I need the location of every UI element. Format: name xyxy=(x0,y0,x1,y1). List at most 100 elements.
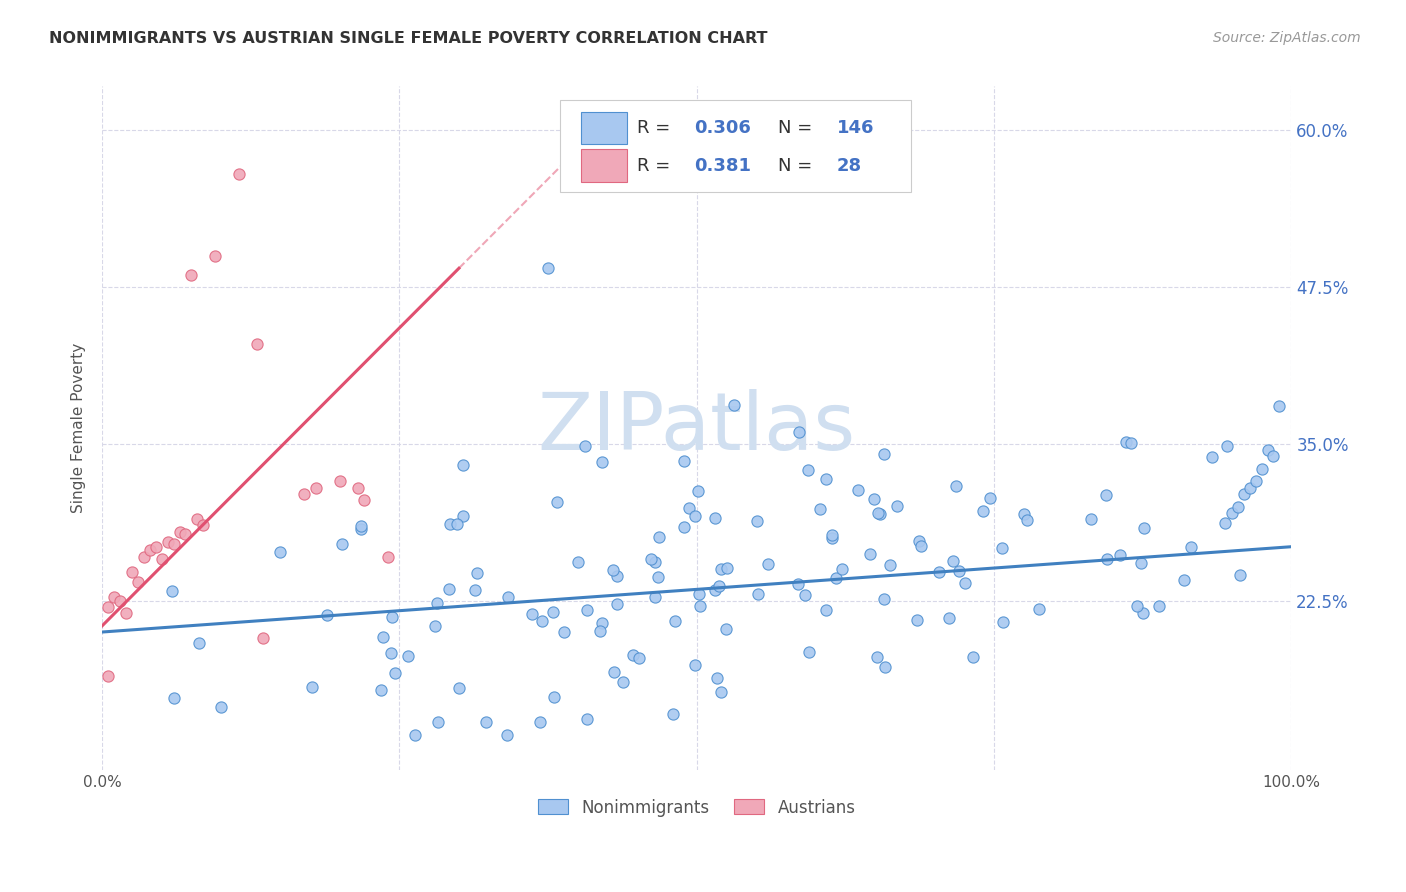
Point xyxy=(447,681,470,696)
Point xyxy=(612,674,634,689)
Point xyxy=(186,512,208,526)
Point xyxy=(758,557,780,571)
Point xyxy=(928,565,950,579)
Point xyxy=(574,439,596,453)
Point xyxy=(193,518,215,533)
Text: 28: 28 xyxy=(837,157,862,175)
Point xyxy=(1250,462,1272,476)
Point xyxy=(873,447,896,461)
Point xyxy=(121,565,143,579)
Point xyxy=(380,646,402,660)
Point xyxy=(404,728,426,742)
Point xyxy=(396,648,419,663)
Point xyxy=(228,167,250,181)
Text: 146: 146 xyxy=(837,119,875,137)
Point xyxy=(576,712,599,726)
Point xyxy=(377,549,399,564)
Point xyxy=(187,635,209,649)
Point xyxy=(305,481,328,495)
Point xyxy=(1201,450,1223,465)
Point xyxy=(145,540,167,554)
Point xyxy=(446,517,468,532)
Point xyxy=(706,671,728,685)
Point xyxy=(496,590,519,604)
Point xyxy=(546,495,568,509)
Point xyxy=(1173,573,1195,587)
Point xyxy=(628,650,651,665)
Point xyxy=(1244,475,1267,489)
Point xyxy=(787,425,810,439)
FancyBboxPatch shape xyxy=(560,100,911,193)
Point xyxy=(1147,599,1170,614)
Point xyxy=(647,569,669,583)
Point xyxy=(423,618,446,632)
Point xyxy=(553,625,575,640)
Point xyxy=(808,502,831,516)
Point xyxy=(707,579,730,593)
Point xyxy=(529,714,551,729)
Point xyxy=(831,562,853,576)
Point xyxy=(1028,602,1050,616)
Point xyxy=(685,658,707,673)
Point xyxy=(453,458,475,472)
Point xyxy=(1126,599,1149,614)
Point xyxy=(330,536,353,550)
Point xyxy=(686,484,709,499)
Text: ZIPatlas: ZIPatlas xyxy=(537,389,856,467)
Point xyxy=(127,574,149,589)
Point xyxy=(640,552,662,566)
Point xyxy=(329,475,352,489)
Point xyxy=(427,714,450,729)
Point xyxy=(437,582,460,597)
Point xyxy=(1213,516,1236,531)
Text: R =: R = xyxy=(637,157,676,175)
Point xyxy=(115,606,138,620)
Point xyxy=(673,520,696,534)
Point xyxy=(907,533,929,548)
Point xyxy=(150,552,173,566)
Point xyxy=(879,558,901,572)
Point xyxy=(648,530,671,544)
Point xyxy=(714,622,737,636)
Point xyxy=(672,453,695,467)
Point xyxy=(938,611,960,625)
Point xyxy=(716,560,738,574)
Point xyxy=(704,511,727,525)
Point xyxy=(662,706,685,721)
Point xyxy=(103,590,125,604)
Point xyxy=(1095,488,1118,502)
Point xyxy=(1233,487,1256,501)
Point xyxy=(591,615,613,630)
Point xyxy=(246,336,269,351)
Point xyxy=(689,599,711,614)
Point xyxy=(644,590,666,604)
Point xyxy=(747,587,769,601)
Point xyxy=(591,455,613,469)
Point xyxy=(1132,606,1154,620)
Point xyxy=(567,555,589,569)
Point xyxy=(97,669,120,683)
Point xyxy=(204,249,226,263)
Point xyxy=(602,665,624,680)
Point xyxy=(815,472,838,486)
Text: NONIMMIGRANTS VS AUSTRIAN SINGLE FEMALE POVERTY CORRELATION CHART: NONIMMIGRANTS VS AUSTRIAN SINGLE FEMALE … xyxy=(49,31,768,46)
Point xyxy=(846,483,869,497)
Point xyxy=(704,582,727,597)
Point xyxy=(942,554,965,568)
Point xyxy=(821,531,844,545)
Point xyxy=(426,596,449,610)
Point xyxy=(163,690,186,705)
Point xyxy=(972,504,994,518)
Bar xyxy=(582,149,627,182)
Point xyxy=(132,549,155,564)
Text: N =: N = xyxy=(778,157,818,175)
Point xyxy=(475,715,498,730)
Text: 0.306: 0.306 xyxy=(695,119,751,137)
Legend: Nonimmigrants, Austrians: Nonimmigrants, Austrians xyxy=(531,792,862,823)
Point xyxy=(710,562,733,576)
Point xyxy=(910,540,932,554)
Point xyxy=(602,563,624,577)
Point xyxy=(1180,541,1202,555)
Point xyxy=(1115,434,1137,449)
Point xyxy=(575,603,598,617)
